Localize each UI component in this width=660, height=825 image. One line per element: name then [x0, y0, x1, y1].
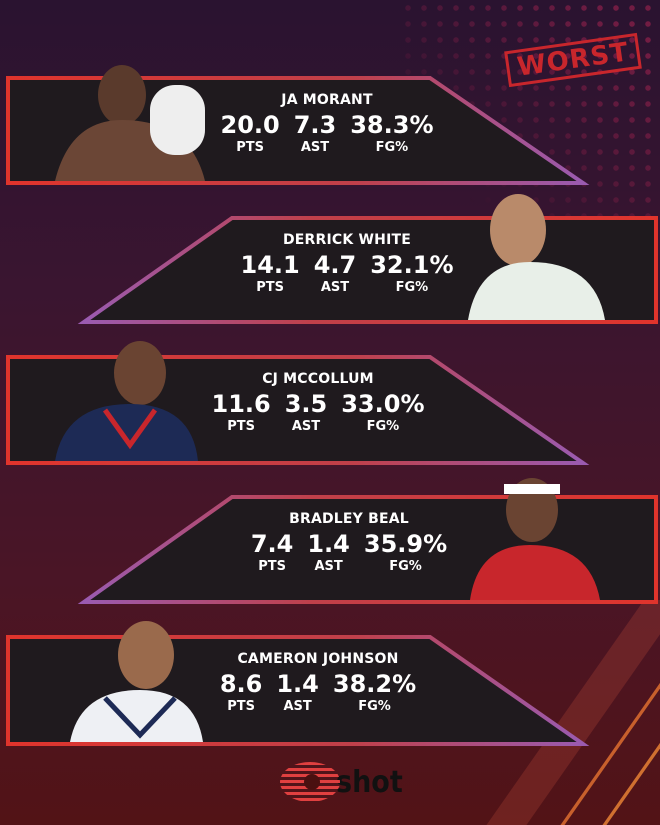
- player-photo-cj-mccollum: [55, 341, 198, 461]
- pts-value: 8.6: [219, 670, 263, 698]
- pts-label: PTS: [256, 280, 284, 295]
- fg-label: FG%: [375, 140, 409, 155]
- ast-label: AST: [320, 280, 350, 295]
- player-name: BRADLEY BEAL: [289, 511, 409, 527]
- player-card-2: DERRICK WHITE 14.1 PTS 4.7 AST 32.1% FG%: [227, 232, 467, 295]
- pts-value: 11.6: [211, 390, 271, 418]
- player-card-3: CJ MCCOLLUM 11.6 PTS 3.5 AST 33.0% FG%: [198, 371, 438, 434]
- pts-value: 14.1: [240, 251, 300, 279]
- pts-label: PTS: [236, 140, 264, 155]
- fg-label: FG%: [389, 559, 422, 574]
- player-card-1: JA MORANT 20.0 PTS 7.3 AST 38.3% FG%: [207, 92, 447, 155]
- player-photo-bradley-beal: [470, 478, 600, 600]
- ast-value: 4.7: [313, 251, 357, 279]
- player-card-5: CAMERON JOHNSON 8.6 PTS 1.4 AST 38.2% FG%: [198, 651, 438, 714]
- pts-value: 20.0: [220, 111, 280, 139]
- fg-value: 35.9%: [363, 530, 448, 558]
- fg-label: FG%: [395, 280, 429, 295]
- fg-value: 38.3%: [350, 111, 434, 139]
- ast-value: 1.4: [307, 530, 350, 558]
- ast-value: 1.4: [276, 670, 319, 698]
- ast-label: AST: [300, 140, 330, 155]
- logo-text: shot: [336, 764, 403, 800]
- player-name: JA MORANT: [281, 92, 373, 108]
- player-name: DERRICK WHITE: [282, 232, 412, 248]
- fg-label: FG%: [366, 419, 400, 434]
- fg-value: 38.2%: [332, 670, 417, 698]
- player-name: CAMERON JOHNSON: [237, 651, 399, 667]
- ast-value: 3.5: [284, 390, 328, 418]
- player-photo-cameron-johnson: [70, 621, 203, 742]
- logo-mark-icon: [280, 762, 340, 802]
- player-card-4: BRADLEY BEAL 7.4 PTS 1.4 AST 35.9% FG%: [229, 511, 469, 574]
- shot-logo: shot: [280, 762, 403, 802]
- pts-label: PTS: [258, 559, 286, 574]
- ast-value: 7.3: [293, 111, 337, 139]
- player-name: CJ MCCOLLUM: [262, 371, 374, 387]
- pts-value: 7.4: [250, 530, 294, 558]
- player-photo-ja-morant: [55, 65, 205, 181]
- ast-label: AST: [314, 559, 343, 574]
- ast-label: AST: [291, 419, 321, 434]
- ast-label: AST: [283, 699, 312, 714]
- fg-label: FG%: [358, 699, 391, 714]
- pts-label: PTS: [227, 419, 255, 434]
- fg-value: 33.0%: [341, 390, 425, 418]
- player-photo-derrick-white: [468, 194, 605, 320]
- fg-value: 32.1%: [370, 251, 454, 279]
- pts-label: PTS: [227, 699, 255, 714]
